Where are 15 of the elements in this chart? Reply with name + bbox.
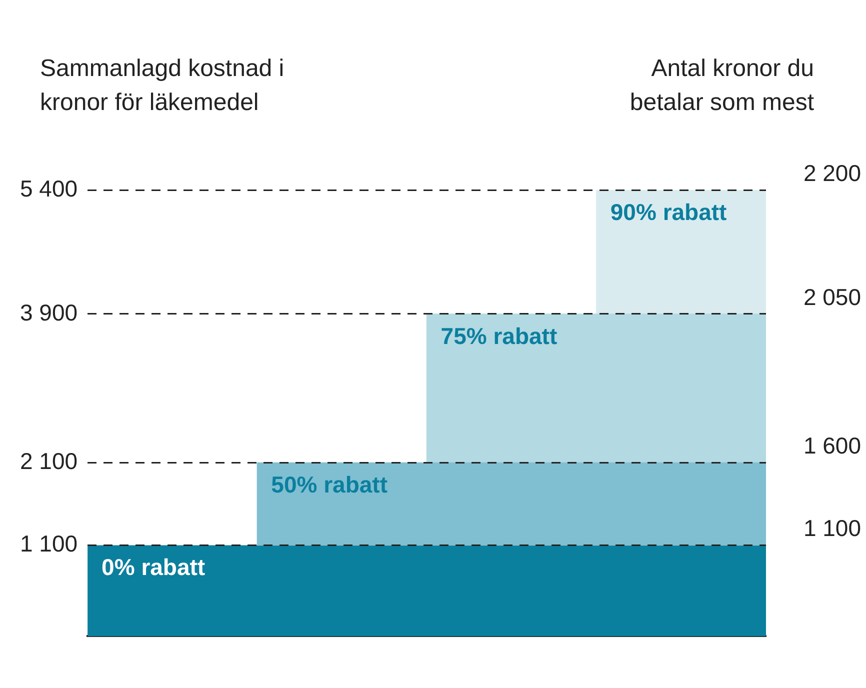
text: 2 200 [803,160,861,186]
text: 1 100 [803,515,861,542]
text: 2 050 [803,284,861,310]
y-tick-label: 2 100 [20,448,78,474]
text: 1 600 [803,432,861,459]
text: Antal kronor du betalar som mest [628,54,814,118]
series-label: 75% rabatt [440,322,558,349]
y-axis-title: Sammanlagd kostnad i kronor för läkemedel [40,54,286,118]
series-label: 50% rabatt [271,472,388,498]
y-tick-label: 1 100 [20,530,78,557]
y-tick-label: 5 400 [20,175,78,202]
y-tick-label: 3 900 [20,299,78,326]
series-label: 90% rabatt [610,198,728,225]
bar [596,190,766,314]
band-label: 0% rabatt [102,554,206,580]
